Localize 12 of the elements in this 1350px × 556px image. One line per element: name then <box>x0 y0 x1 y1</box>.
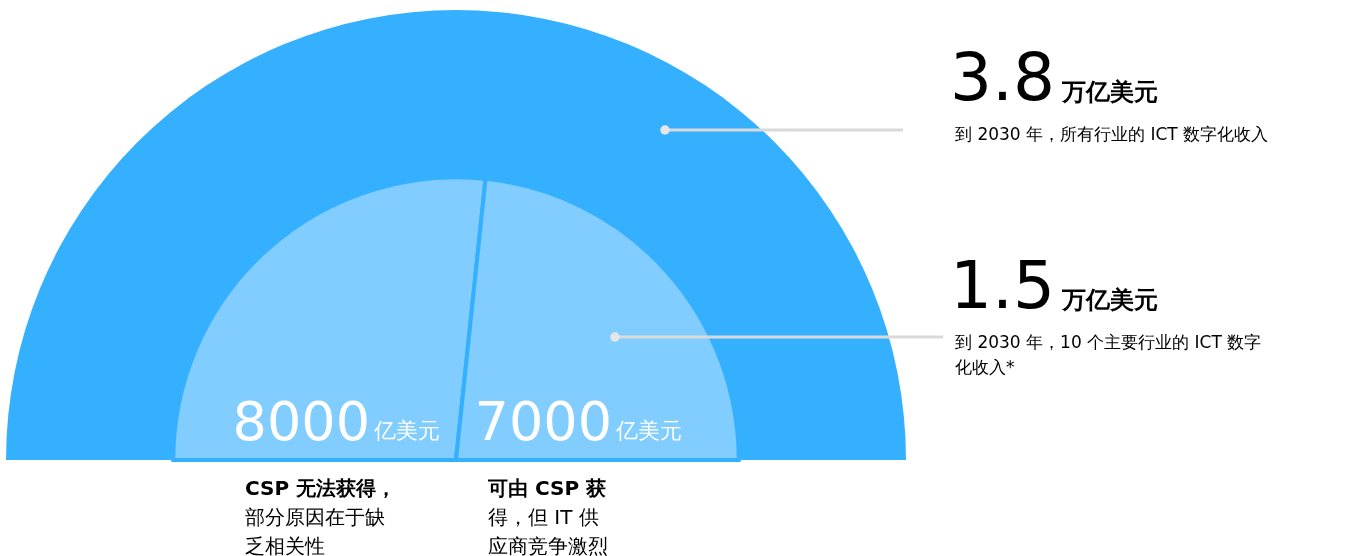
text: 万亿美元 <box>1061 286 1158 314</box>
data-label: 3.8 <box>950 39 1055 116</box>
text: 亿美元 <box>615 418 682 443</box>
category-label: 到 2030 年，10 个主要行业的 ICT 数字化收入* <box>955 332 1262 377</box>
text: 万亿美元 <box>1061 78 1158 106</box>
text: 亿美元 <box>373 418 440 443</box>
data-label: 8000 <box>232 390 370 453</box>
category-label: 到 2030 年，所有行业的 ICT 数字化收入 <box>955 124 1269 144</box>
category-label: CSP 无法获得，部分原因在于缺乏相关性 <box>245 476 397 556</box>
data-label: 1.5 <box>950 247 1055 324</box>
category-label: 可由 CSP 获得，但 IT 供应商竞争激烈 <box>487 476 608 556</box>
data-label: 7000 <box>474 390 612 453</box>
